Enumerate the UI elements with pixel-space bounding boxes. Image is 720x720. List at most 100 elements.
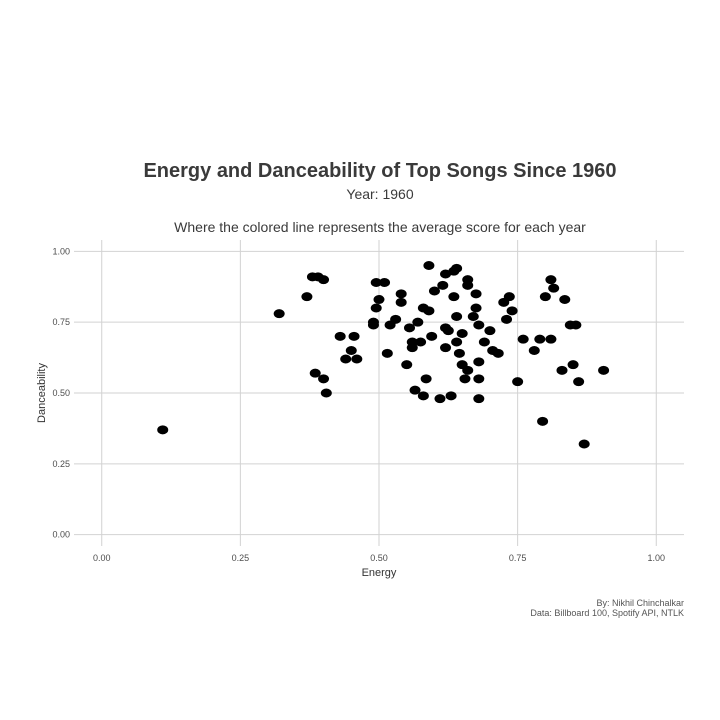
data-point <box>473 320 485 330</box>
data-point <box>473 357 485 367</box>
data-point <box>381 348 393 358</box>
data-point <box>517 334 529 344</box>
data-point <box>415 337 427 347</box>
data-point <box>442 326 454 336</box>
data-point <box>459 374 471 384</box>
data-point <box>503 292 515 302</box>
data-point <box>445 391 457 401</box>
data-point <box>453 348 465 358</box>
data-point <box>506 306 518 316</box>
data-point <box>573 377 585 387</box>
data-point <box>409 385 421 395</box>
x-tick-labels: 0.00 0.25 0.50 0.75 1.00 <box>93 553 665 563</box>
data-point <box>345 346 357 355</box>
data-point <box>395 297 407 307</box>
data-point <box>379 278 391 287</box>
data-point <box>534 334 546 344</box>
data-point <box>451 312 463 321</box>
grid-lines <box>74 240 684 546</box>
data-point <box>406 337 418 347</box>
data-point <box>301 292 313 302</box>
data-point <box>473 374 485 384</box>
data-point <box>340 354 352 364</box>
data-point <box>273 309 285 319</box>
data-point <box>470 303 482 313</box>
data-point <box>373 295 385 304</box>
x-tick-label: 0.75 <box>509 553 527 563</box>
data-point <box>467 312 479 321</box>
credits: By: Nikhil Chinchalkar Data: Billboard 1… <box>530 598 684 618</box>
data-point <box>448 292 460 302</box>
data-point <box>545 334 557 344</box>
data-point <box>412 317 424 327</box>
data-point <box>462 365 474 375</box>
data-point <box>318 275 330 285</box>
data-point <box>423 261 435 270</box>
data-point <box>462 280 474 290</box>
data-point <box>309 368 321 378</box>
data-point <box>451 263 463 273</box>
data-point <box>318 374 330 384</box>
data-point <box>470 289 482 299</box>
data-point <box>348 331 360 341</box>
data-point <box>473 394 485 404</box>
data-point <box>390 314 402 324</box>
data-point <box>370 303 382 313</box>
data-point <box>395 289 407 299</box>
data-point <box>570 320 582 330</box>
chart-title: Energy and Danceability of Top Songs Sin… <box>143 160 617 182</box>
data-point <box>320 388 332 398</box>
data-point <box>370 278 382 287</box>
data-point <box>426 331 438 341</box>
data-point <box>578 439 590 449</box>
credits-author: By: Nikhil Chinchalkar <box>596 598 684 608</box>
y-tick-label: 0.75 <box>52 317 70 327</box>
x-tick-label: 1.00 <box>648 553 666 563</box>
data-point <box>501 314 513 324</box>
x-tick-label: 0.25 <box>232 553 250 563</box>
data-point <box>428 286 440 296</box>
chart-caption: Where the colored line represents the av… <box>174 219 586 235</box>
data-point <box>559 295 571 304</box>
data-point <box>598 365 610 375</box>
data-point <box>548 283 560 293</box>
x-tick-label: 0.00 <box>93 553 111 563</box>
chart-subtitle: Year: 1960 <box>346 186 414 202</box>
y-tick-label: 0.25 <box>52 459 70 469</box>
x-axis-title: Energy <box>362 567 397 579</box>
data-point <box>440 343 452 353</box>
y-axis-title: Danceability <box>36 363 48 423</box>
data-point <box>420 374 432 384</box>
data-point <box>478 337 490 347</box>
data-point <box>437 280 449 290</box>
x-tick-label: 0.50 <box>370 553 388 563</box>
data-point <box>556 365 568 375</box>
data-point <box>157 425 169 435</box>
y-tick-label: 0.50 <box>52 388 70 398</box>
data-point <box>404 323 415 333</box>
y-tick-label: 0.00 <box>52 530 70 540</box>
data-point <box>484 326 496 336</box>
data-point <box>440 269 452 279</box>
y-tick-labels: 0.00 0.25 0.50 0.75 1.00 <box>52 246 70 539</box>
data-point <box>545 275 557 285</box>
data-point <box>334 331 346 341</box>
data-points <box>157 261 610 449</box>
data-point <box>417 391 429 401</box>
data-point <box>537 416 549 426</box>
data-point <box>451 337 463 347</box>
data-point <box>539 292 551 302</box>
data-point <box>512 377 524 387</box>
y-tick-label: 1.00 <box>52 246 70 256</box>
data-point <box>423 306 435 316</box>
data-point <box>492 348 504 358</box>
data-point <box>367 317 379 327</box>
data-point <box>401 360 413 370</box>
credits-data-source: Data: Billboard 100, Spotify API, NTLK <box>530 608 684 618</box>
data-point <box>567 360 579 370</box>
data-point <box>528 346 540 355</box>
data-point <box>351 354 363 364</box>
data-point <box>456 329 468 338</box>
data-point <box>434 394 446 404</box>
